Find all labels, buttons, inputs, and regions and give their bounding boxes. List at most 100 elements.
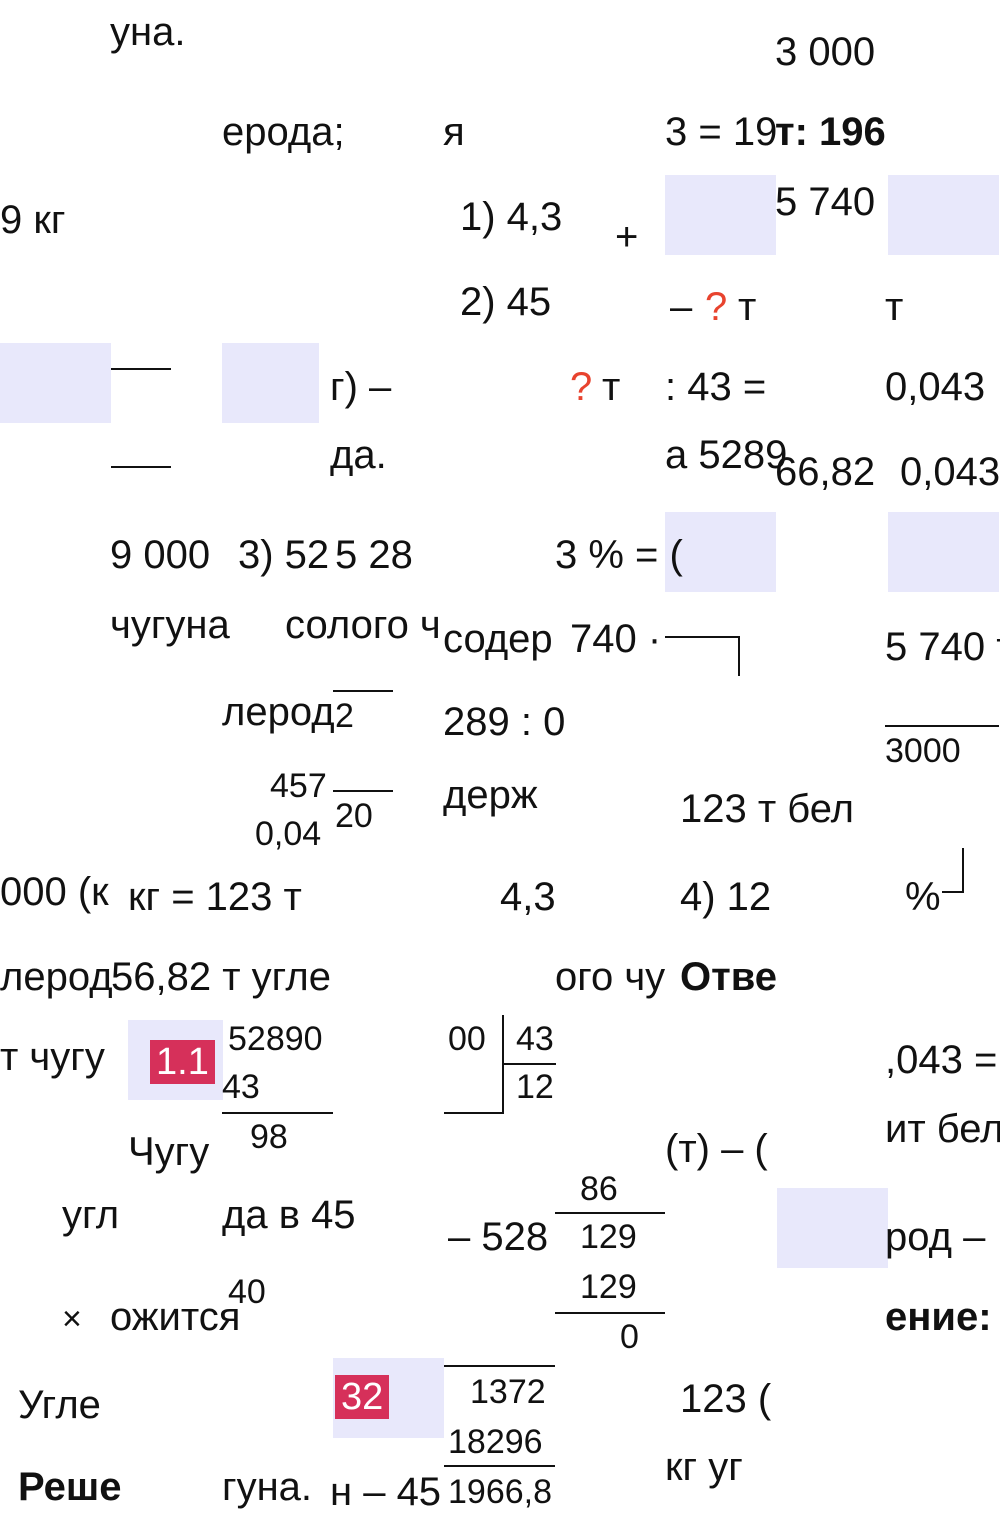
text-fragment: 66,82 bbox=[775, 450, 876, 494]
rule bbox=[502, 1063, 556, 1065]
text-fragment: 12 bbox=[516, 1068, 554, 1106]
rule bbox=[111, 368, 171, 370]
text-fragment: 2 bbox=[335, 697, 354, 735]
text-fragment: + bbox=[615, 215, 639, 259]
text-fragment: держ bbox=[443, 773, 538, 817]
text-fragment: кг уг bbox=[665, 1445, 743, 1489]
text-fragment: (т) – ( bbox=[665, 1127, 768, 1171]
text-fragment: содер bbox=[443, 617, 553, 661]
text-fragment: а 5289 bbox=[665, 433, 788, 477]
text-fragment: × bbox=[62, 1300, 82, 1338]
text-fragment: 3 = 19 bbox=[665, 110, 778, 154]
text-fragment: г) – bbox=[330, 365, 392, 409]
text-fragment: Угле bbox=[18, 1383, 101, 1427]
text-fragment: 3) 52 bbox=[238, 533, 330, 577]
text-fragment: 740 · bbox=[570, 617, 662, 661]
text-fragment: 5 740 т bbox=[885, 625, 1000, 669]
text-fragment: 0 bbox=[620, 1318, 639, 1356]
text-fragment: да. bbox=[330, 433, 387, 477]
text-fragment: ? bbox=[705, 285, 728, 329]
text-fragment: 000 (к bbox=[0, 870, 109, 914]
text-fragment: т bbox=[602, 365, 621, 409]
rule bbox=[222, 1112, 333, 1114]
text-fragment: 9 кг bbox=[0, 198, 66, 242]
text-fragment: 4) 12 bbox=[680, 875, 772, 919]
text-fragment: 1966,8 bbox=[448, 1473, 552, 1511]
text-fragment: солого ч bbox=[285, 603, 441, 647]
text-fragment: 4,3 bbox=[500, 875, 556, 919]
text-fragment: уна. bbox=[110, 10, 186, 54]
text-fragment: 3 000 bbox=[775, 30, 876, 74]
rule bbox=[942, 891, 964, 893]
text-fragment: Отве bbox=[680, 955, 778, 999]
text-fragment: Реше bbox=[18, 1465, 122, 1509]
text-fragment: 129 bbox=[580, 1218, 637, 1256]
text-fragment: 123 т бел bbox=[680, 787, 855, 831]
text-fragment: кг = 123 т bbox=[128, 875, 302, 919]
text-fragment: 52890 bbox=[228, 1020, 323, 1058]
placeholder-box bbox=[888, 512, 999, 592]
text-fragment: 5 28 bbox=[335, 533, 413, 577]
text-fragment: – bbox=[670, 285, 693, 329]
text-fragment: т чугу bbox=[0, 1035, 105, 1079]
rule bbox=[444, 1465, 555, 1467]
text-fragment: род – bbox=[885, 1215, 986, 1259]
text-fragment: 0,043 bbox=[885, 365, 986, 409]
text-fragment: ? bbox=[570, 365, 593, 409]
text-fragment: т: 196 bbox=[775, 110, 886, 154]
text-fragment: 98 bbox=[250, 1118, 288, 1156]
placeholder-box bbox=[777, 1188, 888, 1268]
text-fragment: % bbox=[905, 875, 941, 919]
text-fragment: лерод bbox=[222, 690, 335, 734]
text-fragment: 3 % = ( bbox=[555, 533, 683, 577]
text-fragment: 289 : 0 bbox=[443, 700, 566, 744]
text-fragment: 1) 4,3 bbox=[460, 195, 563, 239]
text-fragment: 123 ( bbox=[680, 1377, 772, 1421]
text-fragment: 457 bbox=[270, 767, 327, 805]
text-fragment: 20 bbox=[335, 797, 373, 835]
text-fragment: 129 bbox=[580, 1268, 637, 1306]
text-fragment: 43 bbox=[516, 1020, 554, 1058]
text-fragment: да в 45 bbox=[222, 1193, 356, 1237]
text-fragment: 40 bbox=[228, 1273, 266, 1311]
text-fragment: ение: bbox=[885, 1295, 992, 1339]
text-fragment: н – 45 bbox=[330, 1470, 442, 1514]
problem-badge: 32 bbox=[335, 1375, 390, 1419]
text-fragment: т bbox=[738, 285, 757, 329]
text-fragment: Чугу bbox=[128, 1130, 210, 1174]
text-fragment: 56,82 т угле bbox=[111, 955, 331, 999]
text-fragment: ерода; bbox=[222, 110, 345, 154]
placeholder-box bbox=[222, 343, 319, 423]
rule bbox=[444, 1112, 502, 1114]
placeholder-box bbox=[888, 175, 999, 255]
text-fragment: 5 740 bbox=[775, 180, 876, 224]
rule bbox=[333, 790, 393, 792]
text-fragment: ит бел bbox=[885, 1107, 1000, 1151]
rule bbox=[111, 466, 171, 468]
text-fragment: я bbox=[443, 110, 465, 154]
placeholder-box bbox=[665, 512, 776, 592]
rule bbox=[962, 848, 964, 893]
text-fragment: 0,04 bbox=[255, 815, 322, 853]
text-fragment: 3000 bbox=[885, 732, 961, 770]
problem-badge: 1.1 bbox=[150, 1040, 215, 1084]
text-fragment: т bbox=[885, 285, 904, 329]
text-fragment: 18296 bbox=[448, 1423, 543, 1461]
rule bbox=[738, 636, 740, 676]
text-fragment: – 528 bbox=[448, 1215, 549, 1259]
text-fragment: 0,043 bbox=[900, 450, 1000, 494]
rule bbox=[444, 1365, 555, 1367]
text-fragment: угл bbox=[62, 1193, 120, 1237]
text-fragment: гуна. bbox=[222, 1465, 313, 1509]
text-fragment: лерод bbox=[0, 955, 113, 999]
text-fragment: 9 000 bbox=[110, 533, 211, 577]
text-fragment: ого чу bbox=[555, 955, 666, 999]
text-fragment: чугуна bbox=[110, 603, 230, 647]
placeholder-box bbox=[0, 343, 111, 423]
text-fragment: 00 bbox=[448, 1020, 486, 1058]
text-fragment: ожится bbox=[110, 1295, 241, 1339]
text-fragment: 86 bbox=[580, 1170, 618, 1208]
rule bbox=[665, 636, 740, 638]
text-fragment: 43 bbox=[222, 1068, 260, 1106]
